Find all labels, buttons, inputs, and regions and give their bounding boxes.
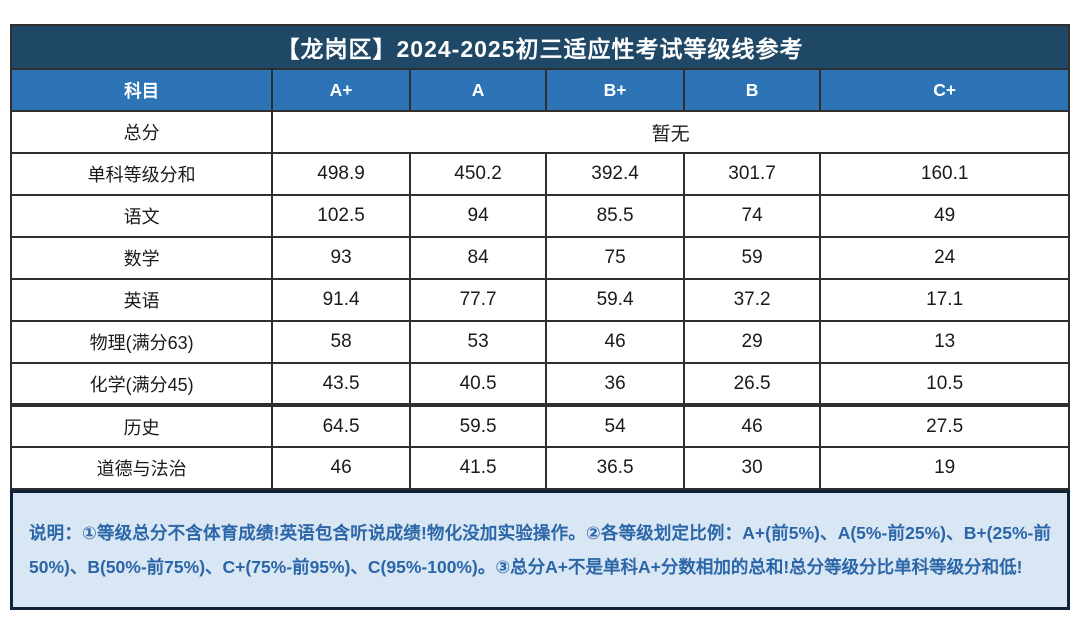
value-cell: 29 [682, 320, 822, 364]
subject-cell: 单科等级分和 [9, 152, 274, 196]
table-row: 化学(满分45) 43.5 40.5 36 26.5 10.5 [9, 362, 1070, 406]
subject-cell: 道德与法治 [9, 446, 274, 490]
value-cell: 13 [819, 320, 1070, 364]
table-row: 道德与法治 46 41.5 36.5 30 19 [9, 446, 1070, 490]
table-row: 历史 64.5 59.5 54 46 27.5 [9, 403, 1070, 448]
value-cell: 498.9 [271, 152, 411, 196]
value-cell: 54 [545, 403, 685, 448]
column-header-b-plus: B+ [545, 68, 685, 112]
value-cell: 19 [819, 446, 1070, 490]
value-cell: 26.5 [682, 362, 822, 406]
value-cell: 392.4 [545, 152, 685, 196]
value-cell: 30 [682, 446, 822, 490]
value-cell: 64.5 [271, 403, 411, 448]
value-cell: 53 [408, 320, 548, 364]
value-cell: 43.5 [271, 362, 411, 406]
title-row: 【龙岗区】2024-2025初三适应性考试等级线参考 [10, 24, 1070, 70]
value-cell: 58 [271, 320, 411, 364]
value-cell: 59.4 [545, 278, 685, 322]
value-cell: 27.5 [819, 403, 1070, 448]
value-cell: 59.5 [408, 403, 548, 448]
table-row: 语文 102.5 94 85.5 74 49 [9, 194, 1070, 238]
value-cell: 74 [682, 194, 822, 238]
table-row: 数学 93 84 75 59 24 [9, 236, 1070, 280]
grade-line-table: 【龙岗区】2024-2025初三适应性考试等级线参考 科目 A+ A B+ B … [9, 24, 1070, 490]
value-cell: 160.1 [819, 152, 1070, 196]
value-cell: 10.5 [819, 362, 1070, 406]
value-cell: 94 [408, 194, 548, 238]
value-cell: 24 [819, 236, 1070, 280]
table-body: 总分 暂无 单科等级分和 498.9 450.2 392.4 301.7 160.1 语文 102… [9, 110, 1070, 490]
value-cell: 36 [545, 362, 685, 406]
column-header-a: A [408, 68, 548, 112]
value-cell: 77.7 [408, 278, 548, 322]
note-box: 说明：①等级总分不含体育成绩!英语包含听说成绩!物化没加实验操作。②各等级划定比… [10, 490, 1070, 610]
subject-cell: 数学 [9, 236, 274, 280]
table-row: 物理(满分63) 58 53 46 29 13 [9, 320, 1070, 364]
value-cell: 49 [819, 194, 1070, 238]
value-cell: 46 [271, 446, 411, 490]
table-container: 【龙岗区】2024-2025初三适应性考试等级线参考 科目 A+ A B+ B … [9, 24, 1070, 490]
value-cell: 40.5 [408, 362, 548, 406]
table-row: 英语 91.4 77.7 59.4 37.2 17.1 [9, 278, 1070, 322]
column-header-subject: 科目 [9, 68, 274, 112]
value-cell: 46 [682, 403, 822, 448]
value-cell: 41.5 [408, 446, 548, 490]
value-cell: 84 [408, 236, 548, 280]
value-cell: 93 [271, 236, 411, 280]
subject-cell: 化学(满分45) [9, 362, 274, 406]
value-cell: 75 [545, 236, 685, 280]
merged-value-cell: 暂无 [271, 110, 1070, 154]
subject-cell: 语文 [9, 194, 274, 238]
value-cell: 91.4 [271, 278, 411, 322]
value-cell: 36.5 [545, 446, 685, 490]
value-cell: 85.5 [545, 194, 685, 238]
value-cell: 301.7 [682, 152, 822, 196]
column-header-row: 科目 A+ A B+ B C+ [9, 68, 1070, 112]
note-text: 说明：①等级总分不含体育成绩!英语包含听说成绩!物化没加实验操作。②各等级划定比… [29, 522, 1051, 577]
subject-cell: 总分 [9, 110, 274, 154]
table-row: 总分 暂无 [9, 110, 1070, 154]
value-cell: 46 [545, 320, 685, 364]
value-cell: 59 [682, 236, 822, 280]
subject-cell: 物理(满分63) [9, 320, 274, 364]
table-row: 单科等级分和 498.9 450.2 392.4 301.7 160.1 [9, 152, 1070, 196]
column-header-a-plus: A+ [271, 68, 411, 112]
value-cell: 450.2 [408, 152, 548, 196]
subject-cell: 英语 [9, 278, 274, 322]
value-cell: 37.2 [682, 278, 822, 322]
table-title: 【龙岗区】2024-2025初三适应性考试等级线参考 [10, 24, 1070, 70]
column-header-c-plus: C+ [819, 68, 1070, 112]
value-cell: 102.5 [271, 194, 411, 238]
value-cell: 17.1 [819, 278, 1070, 322]
column-header-b: B [682, 68, 822, 112]
subject-cell: 历史 [9, 403, 274, 448]
